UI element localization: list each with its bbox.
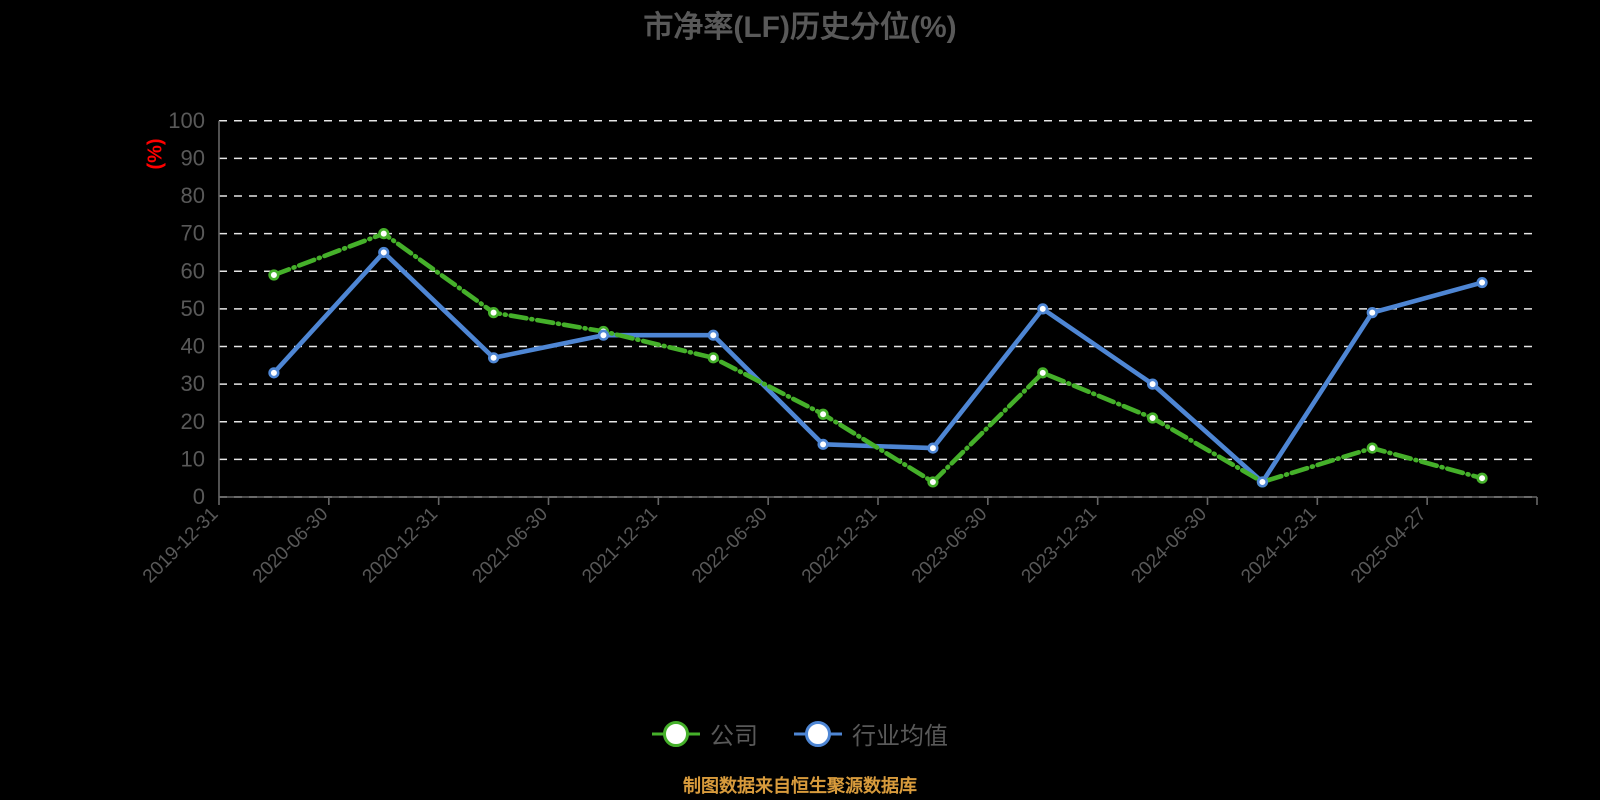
svg-text:20: 20 — [181, 409, 205, 434]
svg-text:30: 30 — [181, 371, 205, 396]
svg-text:2021-12-31: 2021-12-31 — [578, 504, 662, 588]
svg-text:50: 50 — [181, 296, 205, 321]
svg-text:90: 90 — [181, 145, 205, 170]
svg-text:80: 80 — [181, 183, 205, 208]
svg-text:2022-06-30: 2022-06-30 — [688, 504, 772, 588]
svg-text:100: 100 — [168, 108, 205, 133]
svg-text:2025-04-27: 2025-04-27 — [1347, 504, 1431, 588]
svg-text:2024-06-30: 2024-06-30 — [1127, 504, 1211, 588]
svg-text:70: 70 — [181, 221, 205, 246]
svg-text:2023-12-31: 2023-12-31 — [1018, 504, 1102, 588]
svg-text:2020-06-30: 2020-06-30 — [249, 504, 333, 588]
svg-text:0: 0 — [193, 484, 205, 509]
svg-text:2022-12-31: 2022-12-31 — [798, 504, 882, 588]
svg-text:2021-06-30: 2021-06-30 — [468, 504, 552, 588]
svg-text:2024-12-31: 2024-12-31 — [1237, 504, 1321, 588]
svg-text:2019-12-31: 2019-12-31 — [139, 504, 223, 588]
svg-text:2023-06-30: 2023-06-30 — [908, 504, 992, 588]
svg-text:10: 10 — [181, 446, 205, 471]
svg-text:2020-12-31: 2020-12-31 — [359, 504, 443, 588]
svg-text:60: 60 — [181, 258, 205, 283]
svg-text:40: 40 — [181, 334, 205, 359]
